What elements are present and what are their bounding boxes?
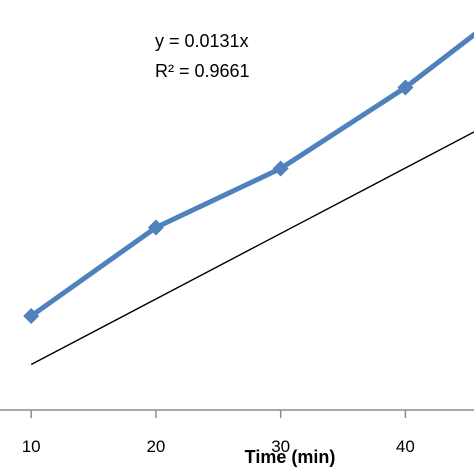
series-line [29, 31, 474, 319]
data-point [272, 160, 289, 177]
x-axis: 10 20 30 40 [0, 409, 474, 456]
trendline [30, 131, 474, 366]
x-axis-title: Time (min) [245, 447, 336, 467]
data-point [147, 219, 164, 236]
x-tick-label: 10 [22, 437, 41, 456]
data-point [23, 308, 40, 324]
equation-label: y = 0.0131x [155, 31, 249, 51]
trendline-layer [30, 131, 474, 366]
r-squared-label: R² = 0.9661 [155, 61, 250, 81]
x-tick-label: 30 [271, 437, 290, 456]
x-tick-label: 20 [146, 437, 165, 456]
x-tick-label: 40 [396, 437, 415, 456]
data-point [397, 79, 414, 96]
series-layer [23, 31, 474, 324]
